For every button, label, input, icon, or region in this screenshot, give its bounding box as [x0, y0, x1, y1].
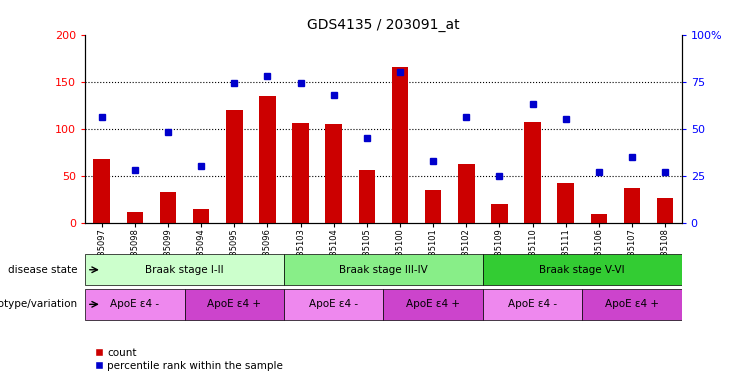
- Bar: [93, 159, 110, 223]
- Bar: [293, 123, 309, 223]
- Title: GDS4135 / 203091_at: GDS4135 / 203091_at: [308, 18, 459, 32]
- Bar: [384, 289, 483, 320]
- Bar: [591, 214, 607, 223]
- Bar: [185, 289, 284, 320]
- Bar: [259, 96, 276, 223]
- Bar: [127, 212, 143, 223]
- Bar: [85, 254, 284, 285]
- Bar: [525, 122, 541, 223]
- Bar: [160, 192, 176, 223]
- Bar: [657, 198, 674, 223]
- Bar: [325, 124, 342, 223]
- Text: genotype/variation: genotype/variation: [0, 299, 78, 310]
- Bar: [226, 110, 242, 223]
- Bar: [483, 254, 682, 285]
- Text: Braak stage V-VI: Braak stage V-VI: [539, 265, 625, 275]
- Text: disease state: disease state: [8, 265, 78, 275]
- Text: Braak stage I-II: Braak stage I-II: [145, 265, 224, 275]
- Bar: [483, 289, 582, 320]
- Text: Braak stage III-IV: Braak stage III-IV: [339, 265, 428, 275]
- Bar: [284, 254, 483, 285]
- Bar: [359, 170, 375, 223]
- Bar: [458, 164, 474, 223]
- Bar: [624, 188, 640, 223]
- Text: ApoE ε4 -: ApoE ε4 -: [309, 299, 359, 310]
- Bar: [392, 68, 408, 223]
- Bar: [193, 209, 210, 223]
- Bar: [284, 289, 384, 320]
- Text: ApoE ε4 +: ApoE ε4 +: [207, 299, 262, 310]
- Legend: count, percentile rank within the sample: count, percentile rank within the sample: [90, 344, 287, 375]
- Bar: [85, 289, 185, 320]
- Bar: [582, 289, 682, 320]
- Bar: [557, 183, 574, 223]
- Text: ApoE ε4 +: ApoE ε4 +: [605, 299, 659, 310]
- Bar: [425, 190, 442, 223]
- Text: ApoE ε4 -: ApoE ε4 -: [110, 299, 159, 310]
- Text: ApoE ε4 -: ApoE ε4 -: [508, 299, 557, 310]
- Bar: [491, 204, 508, 223]
- Text: ApoE ε4 +: ApoE ε4 +: [406, 299, 460, 310]
